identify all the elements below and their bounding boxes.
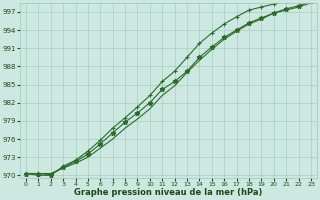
X-axis label: Graphe pression niveau de la mer (hPa): Graphe pression niveau de la mer (hPa) bbox=[74, 188, 263, 197]
